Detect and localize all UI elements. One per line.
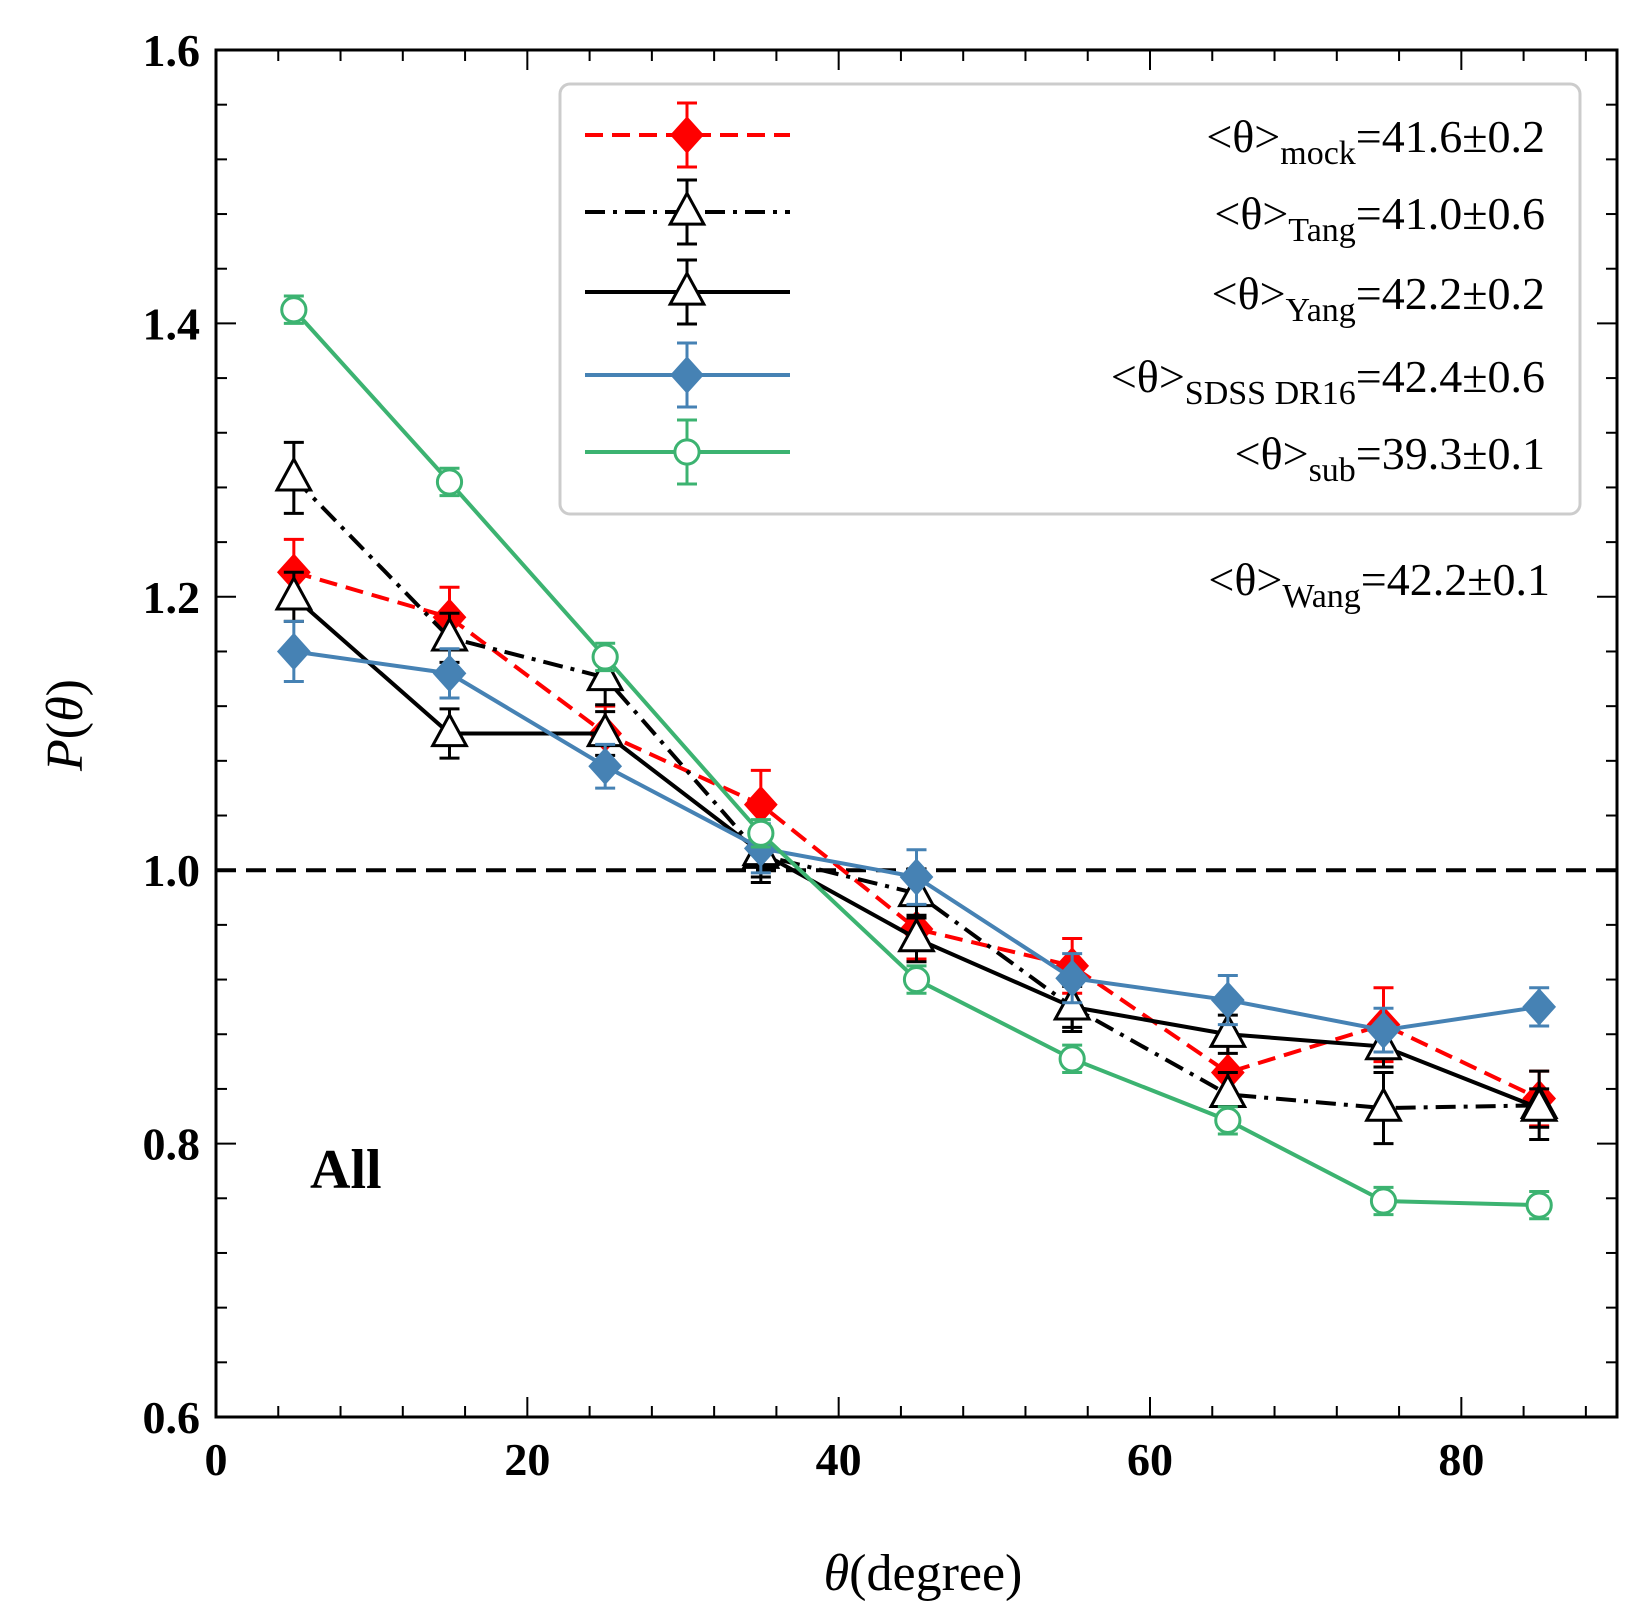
data-point: [1525, 1191, 1553, 1219]
data-point: [274, 574, 314, 611]
x-axis-label-symbol: θ: [824, 1545, 850, 1601]
data-point: [1369, 1187, 1398, 1215]
data-point: [1055, 959, 1090, 997]
wang-annotation: <θ>Wang=42.2±0.1: [1208, 554, 1550, 615]
y-tick-label: 1.4: [143, 298, 201, 349]
legend-marker: [670, 116, 704, 154]
data-point: [435, 468, 464, 496]
data-point: [1058, 1045, 1086, 1073]
data-point: [432, 654, 467, 693]
data-point: [899, 858, 934, 896]
legend-marker: [670, 356, 704, 394]
data-point: [280, 296, 308, 324]
legend-label: <θ>SDSS DR16=42.4±0.6: [1111, 351, 1545, 412]
data-point: [430, 711, 469, 748]
axes-layer: 0 20 40 60 80 0.6 0.8 1.0 1.2 1.4 1.6: [143, 25, 1619, 1485]
data-point: [591, 643, 619, 671]
data-point: [1522, 988, 1557, 1026]
legend-label-symbol: <θ>: [1206, 111, 1280, 162]
legend-label-value: =42.2±0.2: [1356, 268, 1545, 319]
legend-marker: [667, 270, 707, 306]
legend-marker: [667, 190, 707, 226]
series-line: [292, 476, 1540, 1111]
y-tick-label: 1.6: [143, 25, 201, 76]
legend-label-symbol: <θ>: [1214, 188, 1288, 239]
y-axis-label-close: ): [37, 679, 94, 696]
legend-label: <θ>sub=39.3±0.1: [1235, 428, 1545, 489]
legend-label-symbol: <θ>: [1111, 351, 1185, 402]
y-axis-label-arg: θ: [37, 696, 94, 722]
data-point: [274, 456, 314, 492]
series-line: [293, 570, 1541, 1101]
plot-frame: [214, 48, 1619, 1419]
data-point: [1208, 1012, 1248, 1048]
legend-entry-sub: <θ>sub=39.3±0.1: [585, 418, 1545, 489]
legend-label-value: =41.0±0.6: [1356, 188, 1545, 239]
legend-label-subscript: mock: [1280, 135, 1356, 172]
y-tick-label: 0.6: [143, 1392, 201, 1443]
x-tick-label: 20: [504, 1434, 550, 1485]
legend-label-subscript: sub: [1309, 452, 1356, 489]
series-layer: [274, 294, 1559, 1221]
data-point: [1210, 981, 1245, 1019]
data-point: [1366, 1011, 1401, 1049]
data-point: [276, 632, 311, 671]
series-yang: [274, 570, 1559, 1129]
data-point: [1519, 1086, 1559, 1122]
data-point: [588, 747, 623, 786]
legend-marker: [673, 438, 701, 466]
legend-label: <θ>Yang=42.2±0.2: [1212, 268, 1545, 329]
wang-annotation-subscript: Wang: [1282, 578, 1360, 615]
y-axis-label-open: (: [37, 722, 94, 739]
legend-label-subscript: Yang: [1286, 292, 1356, 329]
legend-entry-sdss-dr16: <θ>SDSS DR16=42.4±0.6: [585, 341, 1545, 412]
data-point: [1364, 1086, 1403, 1122]
x-tick-label: 0: [205, 1434, 228, 1485]
y-tick-label: 1.0: [143, 845, 201, 896]
data-point: [897, 916, 936, 953]
y-tick-label: 0.8: [143, 1119, 201, 1170]
y-tick-label: 1.2: [143, 572, 201, 623]
legend-label: <θ>Tang=41.0±0.6: [1214, 188, 1545, 249]
legend-entry-mock: <θ>mock=41.6±0.2: [585, 101, 1545, 172]
data-point: [1214, 1106, 1242, 1134]
legend-label: <θ>mock=41.6±0.2: [1206, 111, 1545, 172]
data-point: [585, 655, 625, 692]
legend-label-value: =42.4±0.6: [1356, 351, 1545, 402]
panel-annotation: All: [310, 1139, 382, 1201]
legend-entry-yang: <θ>Yang=42.2±0.2: [585, 258, 1545, 329]
x-axis-label-text: (degree): [849, 1545, 1022, 1601]
series-sub: [280, 294, 1553, 1221]
legend-label-subscript: Tang: [1288, 212, 1356, 249]
legend-label-subscript: SDSS DR16: [1185, 375, 1356, 412]
y-axis-label-symbol: P: [37, 739, 94, 772]
data-point: [747, 819, 775, 847]
legend-label-value: =39.3±0.1: [1356, 428, 1545, 479]
wang-annotation-value: =42.2±0.1: [1361, 554, 1550, 605]
x-tick-label: 40: [816, 1434, 862, 1485]
x-tick-label: 80: [1438, 1434, 1484, 1485]
data-point: [902, 965, 931, 994]
legend-entry-tang: <θ>Tang=41.0±0.6: [585, 178, 1545, 249]
legend: <θ>mock=41.6±0.2<θ>Tang=41.0±0.6<θ>Yang=…: [558, 82, 1582, 615]
x-tick-label: 60: [1127, 1434, 1173, 1485]
x-axis-label: θ(degree): [824, 1545, 1023, 1601]
legend-label-value: =41.6±0.2: [1356, 111, 1545, 162]
y-axis-label: P(θ): [37, 679, 94, 772]
legend-label-symbol: <θ>: [1235, 428, 1309, 479]
legend-label-symbol: <θ>: [1212, 268, 1286, 319]
legend-box: [558, 82, 1582, 516]
wang-annotation-symbol: <θ>: [1208, 554, 1282, 605]
